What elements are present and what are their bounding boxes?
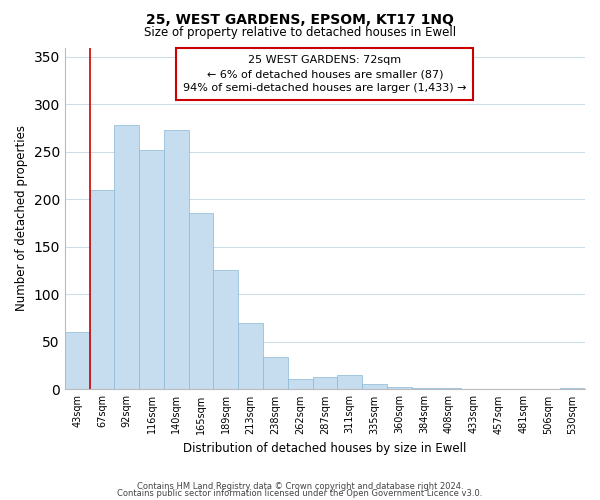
Bar bbox=[288, 379, 313, 390]
Text: 25, WEST GARDENS, EPSOM, KT17 1NQ: 25, WEST GARDENS, EPSOM, KT17 1NQ bbox=[146, 12, 454, 26]
Text: Contains public sector information licensed under the Open Government Licence v3: Contains public sector information licen… bbox=[118, 490, 482, 498]
Text: 25 WEST GARDENS: 72sqm
← 6% of detached houses are smaller (87)
94% of semi-deta: 25 WEST GARDENS: 72sqm ← 6% of detached … bbox=[183, 55, 467, 93]
Bar bbox=[89, 190, 115, 390]
Bar bbox=[387, 386, 412, 390]
Text: Size of property relative to detached houses in Ewell: Size of property relative to detached ho… bbox=[144, 26, 456, 39]
Bar bbox=[188, 213, 214, 390]
Bar bbox=[337, 375, 362, 390]
Bar bbox=[115, 126, 139, 390]
Bar bbox=[436, 388, 461, 390]
Bar bbox=[164, 130, 188, 390]
Bar bbox=[362, 384, 387, 390]
Text: Contains HM Land Registry data © Crown copyright and database right 2024.: Contains HM Land Registry data © Crown c… bbox=[137, 482, 463, 491]
Bar bbox=[139, 150, 164, 390]
Bar bbox=[412, 388, 436, 390]
Bar bbox=[65, 332, 89, 390]
Bar bbox=[560, 388, 585, 390]
Bar bbox=[313, 377, 337, 390]
X-axis label: Distribution of detached houses by size in Ewell: Distribution of detached houses by size … bbox=[183, 442, 467, 455]
Bar bbox=[263, 357, 288, 390]
Y-axis label: Number of detached properties: Number of detached properties bbox=[15, 126, 28, 312]
Bar bbox=[238, 323, 263, 390]
Bar bbox=[214, 270, 238, 390]
